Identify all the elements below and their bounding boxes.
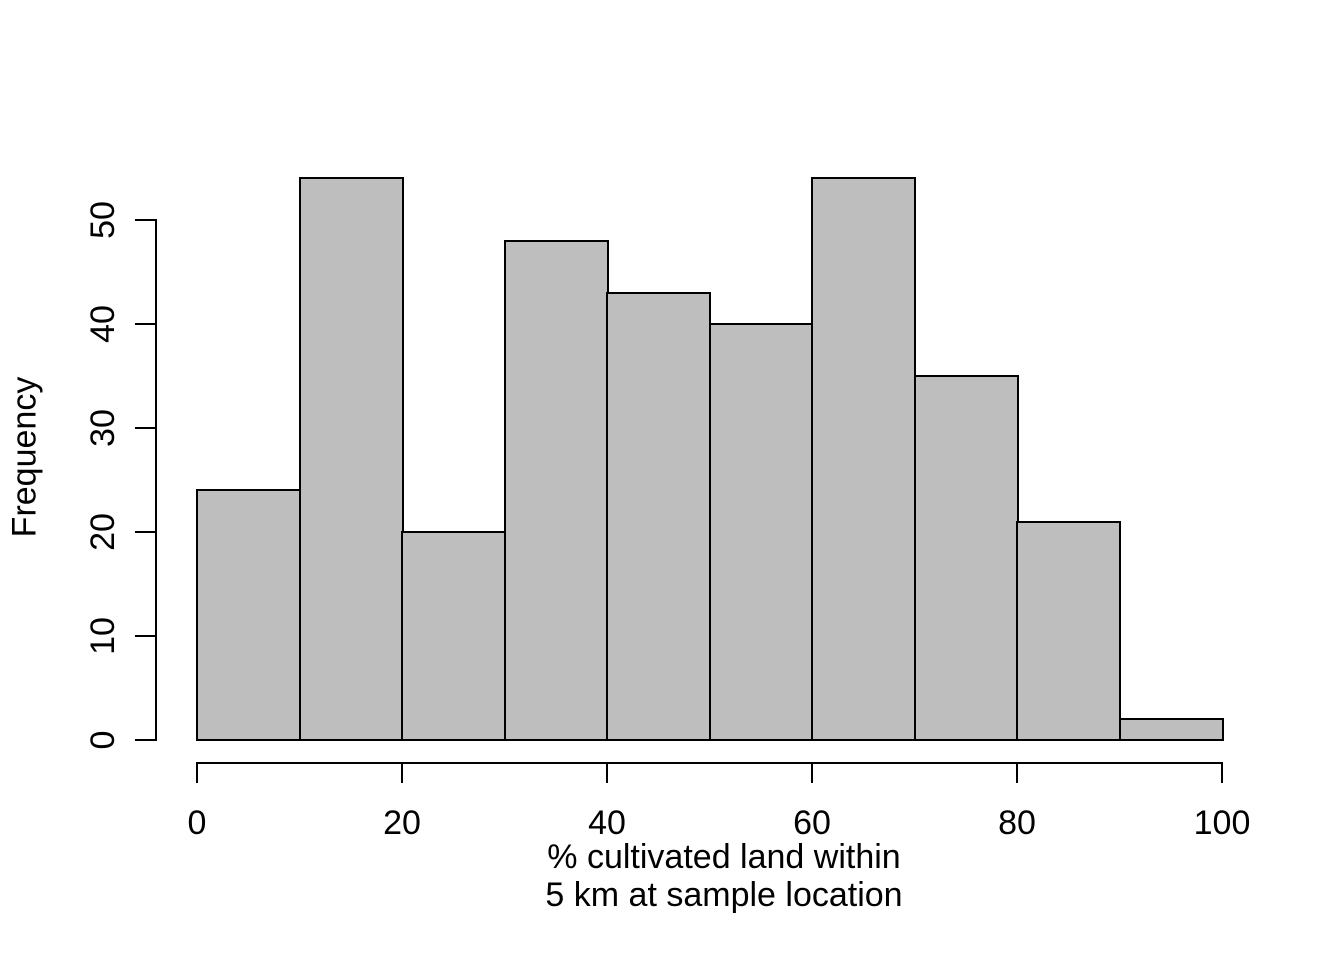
histogram-bar (504, 240, 609, 741)
x-tick-label: 100 (1193, 804, 1251, 842)
x-tick-label: 40 (588, 804, 626, 842)
x-axis-line (196, 762, 1223, 764)
x-tick-label: 0 (187, 804, 207, 842)
y-tick-label: 20 (84, 513, 122, 551)
y-tick-label: 50 (84, 201, 122, 239)
x-axis-title-line-2: 5 km at sample location (545, 876, 903, 914)
y-tick-mark (135, 219, 155, 221)
y-axis-title: Frequency (5, 376, 44, 538)
histogram-bar (606, 292, 711, 741)
x-tick-mark (1221, 762, 1223, 783)
histogram-bar (914, 375, 1019, 741)
histogram-bar (299, 177, 404, 741)
y-axis-line (155, 219, 157, 741)
x-tick-mark (1016, 762, 1018, 783)
y-tick-label: 0 (84, 730, 122, 750)
x-tick-mark (811, 762, 813, 783)
y-tick-label: 40 (84, 305, 122, 343)
x-tick-mark (606, 762, 608, 783)
x-tick-mark (401, 762, 403, 783)
y-tick-mark (135, 427, 155, 429)
x-tick-mark (196, 762, 198, 783)
y-tick-mark (135, 635, 155, 637)
y-tick-label: 30 (84, 409, 122, 447)
y-tick-mark (135, 531, 155, 533)
x-axis-title-line-1: % cultivated land within (547, 838, 901, 876)
y-tick-mark (135, 739, 155, 741)
histogram-bar (401, 531, 506, 741)
x-tick-label: 80 (998, 804, 1036, 842)
histogram-bar (709, 323, 814, 741)
y-tick-mark (135, 323, 155, 325)
x-axis-title: % cultivated land within 5 km at sample … (545, 838, 902, 914)
histogram-bar (1016, 521, 1121, 741)
histogram-bar (811, 177, 916, 741)
x-tick-label: 60 (793, 804, 831, 842)
histogram-bar (196, 489, 301, 741)
histogram-bar (1119, 718, 1224, 741)
y-tick-label: 10 (84, 617, 122, 655)
x-tick-label: 20 (383, 804, 421, 842)
